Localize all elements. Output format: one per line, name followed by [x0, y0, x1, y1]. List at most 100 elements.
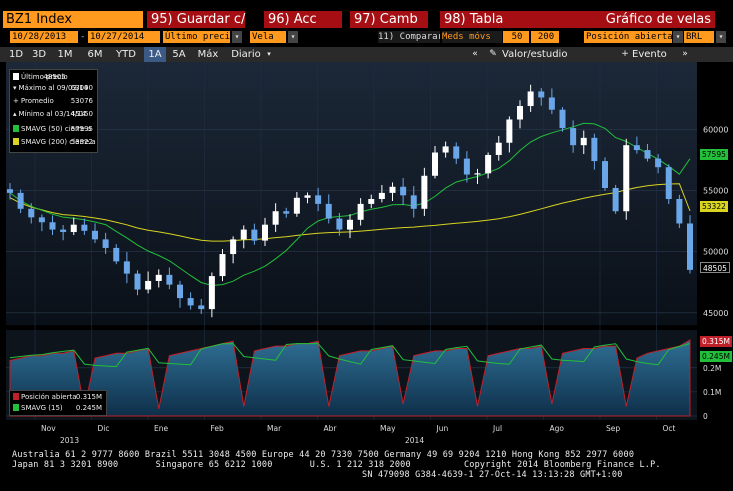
moving-avg-label[interactable]: Meds móvs	[442, 31, 502, 43]
table-button[interactable]: 98) Tabla	[440, 11, 518, 28]
candle-body	[304, 195, 311, 198]
candle-body	[665, 167, 672, 200]
period-1a[interactable]: 1A	[144, 47, 166, 62]
legend-row-sma15: SMAVG (15) 0.245M	[13, 403, 104, 413]
chart-type-select[interactable]: Vela	[250, 31, 286, 43]
candle-body	[166, 274, 173, 285]
legend-row-oi: Posición abierta 0.315M	[13, 392, 104, 402]
frequency-select[interactable]: Diario	[231, 49, 261, 60]
chart-type-dropdown-icon[interactable]: ▾	[288, 31, 298, 43]
lower-study-select[interactable]: Posición abierta	[584, 31, 672, 43]
candle-body	[240, 229, 247, 240]
oi-area	[9, 339, 691, 417]
candle-body	[219, 254, 226, 277]
candle-body	[102, 239, 109, 248]
month-label: Feb	[211, 424, 225, 433]
price-field-dropdown-icon[interactable]: ▾	[232, 31, 242, 43]
price-legend[interactable]: Último precio 48505 ▾ Máximo al 09/03/14 63…	[9, 69, 98, 153]
oi-tick-label: 0.2M	[703, 364, 721, 373]
period-5a[interactable]: 5A	[172, 49, 186, 60]
lower-study-dropdown-icon[interactable]: ▾	[673, 31, 683, 43]
candle-body	[155, 274, 162, 281]
period-ytd[interactable]: YTD	[116, 49, 136, 60]
month-label: Sep	[606, 424, 620, 433]
candle-body	[145, 280, 152, 290]
last-price-swatch	[13, 73, 19, 80]
candle-body	[644, 150, 651, 159]
actions-button[interactable]: 96) Acc	[264, 11, 342, 28]
candle-body	[602, 161, 608, 188]
candle-body	[7, 189, 13, 193]
collapse-arrow-icon[interactable]: «	[472, 49, 478, 59]
period-max[interactable]: Máx	[197, 49, 219, 60]
period-1d[interactable]: 1D	[8, 49, 24, 60]
chart-canvas[interactable]: 45000 50000 55000 60000 0.2M 0.1M 0 Nov Dic Ene…	[0, 62, 733, 448]
time-axis: Nov Dic Ene Feb Mar Abr May Jun Jul Ago Sep Oct 2013…	[41, 424, 676, 445]
candle-body	[421, 175, 428, 209]
footer	[0, 448, 733, 491]
price-tick-label: 45000	[703, 309, 728, 318]
candle-body	[623, 145, 630, 212]
event-button[interactable]: Evento	[632, 49, 667, 60]
candle-body	[134, 273, 141, 290]
value-study-button[interactable]: Valor/estudio	[502, 49, 568, 60]
period-6m[interactable]: 6M	[87, 49, 103, 60]
period-3d[interactable]: 3D	[31, 49, 47, 60]
month-label: Dic	[98, 424, 110, 433]
candle-body	[400, 186, 407, 196]
ma2-field[interactable]: 200	[531, 31, 559, 43]
month-label: May	[380, 424, 396, 433]
candle-body	[198, 305, 205, 310]
candle-body	[251, 229, 258, 241]
open-interest-series	[9, 339, 691, 417]
candle-body	[453, 146, 460, 159]
candle-body	[70, 224, 77, 233]
candle-body	[368, 199, 375, 204]
oi-tick-label: 0	[703, 412, 708, 421]
candle-body	[570, 128, 577, 146]
candle-body	[463, 158, 470, 175]
compare-button[interactable]: 11) Comparar	[378, 31, 440, 43]
sma15-path	[9, 343, 691, 368]
settings-arrow-icon[interactable]: »	[682, 49, 688, 59]
legend-row-sma50: SMAVG (50) cierre a 57595	[13, 124, 95, 134]
price-field-select[interactable]: Último precio	[163, 31, 230, 43]
candle-body	[38, 217, 45, 223]
sma200-price-tag: 53322	[700, 201, 728, 212]
candle-body	[347, 219, 353, 230]
period-1m[interactable]: 1M	[57, 49, 73, 60]
ticker-field[interactable]: BZ1 Index	[3, 11, 143, 28]
save-button[interactable]: 95) Guardar c/	[147, 11, 245, 28]
ma1-field[interactable]: 50	[503, 31, 529, 43]
year-label: 2014	[405, 436, 424, 445]
candle-body	[325, 203, 332, 219]
price-panel-background	[6, 62, 697, 325]
sma15-price-tag: 0.245M	[700, 351, 732, 362]
legend-row-sma200: SMAVG (200) cierre a 53322	[13, 137, 96, 147]
pencil-icon[interactable]: ✎	[489, 49, 497, 59]
candle-body	[474, 173, 481, 175]
currency-dropdown-icon[interactable]: ▾	[716, 31, 726, 43]
candle-body	[81, 224, 88, 231]
month-label: Jul	[492, 424, 502, 433]
end-date-field[interactable]: 10/27/2014	[88, 31, 160, 43]
candle-body	[591, 137, 598, 162]
month-label: Mar	[267, 424, 282, 433]
price-tick-label: 50000	[703, 248, 728, 257]
month-label: Nov	[41, 424, 56, 433]
candle-body	[655, 158, 662, 168]
candle-body	[208, 276, 215, 310]
candle-body	[527, 91, 534, 107]
month-label: Ene	[154, 424, 168, 433]
plus-icon[interactable]: +	[621, 49, 629, 59]
change-button[interactable]: 97) Camb	[350, 11, 428, 28]
candle-body	[262, 224, 268, 241]
candle-body	[28, 208, 35, 218]
start-date-field[interactable]: 10/28/2013	[10, 31, 78, 43]
frequency-dropdown-icon[interactable]: ▾	[267, 50, 271, 58]
candle-body	[336, 218, 343, 230]
candle-body	[272, 211, 279, 225]
currency-select[interactable]: BRL	[684, 31, 714, 43]
candle-body	[92, 230, 98, 240]
oi-legend[interactable]: Posición abierta 0.315M SMAVG (15) 0.245M	[9, 390, 107, 416]
